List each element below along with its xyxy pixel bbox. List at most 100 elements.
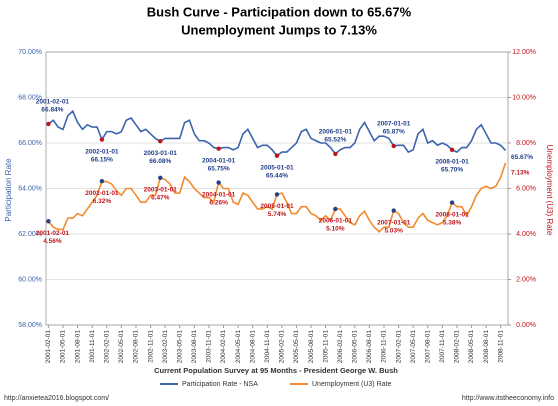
y2-tick-label: 12.00% <box>512 49 536 56</box>
annotation-marker <box>391 143 396 149</box>
annotation-date: 2001-02-01 <box>36 99 70 106</box>
annotation-value: 5.38% <box>443 219 462 226</box>
annotation-value: 5.74% <box>268 211 287 218</box>
x-tick-label: 2001-08-01 <box>74 330 81 364</box>
annotation-date: 2002-01-01 <box>85 190 119 197</box>
annotation-marker <box>46 121 51 127</box>
annotation-date: 2008-01-01 <box>435 211 469 218</box>
annotation-value: 65.87% <box>383 129 405 136</box>
chart-title: Bush Curve - Participation down to 65.67… <box>147 4 412 19</box>
x-tick-label: 2008-02-01 <box>454 330 461 364</box>
y-tick-label: 66.00% <box>18 140 42 147</box>
y2-tick-label: 0.00% <box>516 322 536 329</box>
y2-axis-title: Unemployment (U3) Rate <box>545 145 554 236</box>
annotation-value: 65.70% <box>441 167 463 174</box>
annotation-value: 65.44% <box>266 172 288 179</box>
annotation-value: 65.52% <box>324 137 346 144</box>
y2-tick-label: 6.00% <box>516 185 536 192</box>
annotation-marker <box>274 192 280 197</box>
x-tick-label: 2006-11-01 <box>381 330 388 363</box>
annotation-value: 6.32% <box>93 198 112 205</box>
x-tick-label: 2007-11-01 <box>439 330 446 363</box>
x-tick-label: 2002-02-01 <box>104 330 111 364</box>
annotation-value: 6.47% <box>151 195 170 202</box>
end-label: 7.13% <box>511 170 530 177</box>
annotation-value: 6.26% <box>209 199 228 206</box>
x-tick-label: 2003-05-01 <box>176 330 183 364</box>
annotation-marker <box>274 153 280 158</box>
y-tick-label: 70.00% <box>18 49 42 56</box>
annotation-date: 2005-01-01 <box>260 164 294 171</box>
x-tick-label: 2002-08-01 <box>133 330 140 364</box>
footer-left: http://anxietea2016.blogspot.com/ <box>4 395 109 402</box>
y2-tick-label: 2.00% <box>516 276 536 283</box>
annotation-date: 2004-01-01 <box>202 191 236 198</box>
annotation-marker <box>158 175 163 181</box>
annotation-date: 2001-02-01 <box>36 230 70 237</box>
annotation-date: 2008-01-01 <box>435 159 469 166</box>
y-tick-label: 68.00% <box>18 94 42 101</box>
y-tick-label: 62.00% <box>18 231 42 238</box>
x-tick-label: 2005-11-01 <box>322 330 329 363</box>
annotation-marker <box>46 219 51 224</box>
annotation-value: 66.84% <box>41 107 63 114</box>
x-tick-label: 2004-11-01 <box>264 330 271 363</box>
x-tick-label: 2005-05-01 <box>293 330 300 364</box>
x-tick-label: 2005-08-01 <box>308 330 315 364</box>
x-tick-label: 2001-02-01 <box>45 330 52 364</box>
annotation-marker <box>99 137 105 142</box>
annotation-marker <box>216 180 221 185</box>
plot-frame <box>45 51 509 326</box>
annotation-marker <box>158 138 163 144</box>
annotation-marker <box>449 147 455 153</box>
x-tick-label: 2003-02-01 <box>162 330 169 364</box>
x-tick-label: 2006-02-01 <box>337 330 344 364</box>
annotation-date: 2003-01-01 <box>144 150 178 157</box>
y-tick-label: 58.00% <box>18 322 42 329</box>
y2-tick-label: 10.00% <box>512 94 536 101</box>
annotation-date: 2007-01-01 <box>377 219 411 226</box>
x-tick-label: 2007-08-01 <box>424 330 431 364</box>
y-tick-label: 64.00% <box>18 185 42 192</box>
annotation-value: 5.03% <box>384 227 403 234</box>
annotation-date: 2006-01-01 <box>319 129 353 136</box>
annotation-date: 2002-01-01 <box>85 148 119 155</box>
y2-tick-label: 8.00% <box>516 140 536 147</box>
annotation-marker <box>333 151 338 157</box>
annotation-value: 5.10% <box>326 226 345 233</box>
annotation-marker <box>216 146 221 151</box>
x-tick-label: 2008-05-01 <box>468 330 475 364</box>
x-tick-label: 2001-11-01 <box>89 330 96 363</box>
y-tick-label: 60.00% <box>18 276 42 283</box>
end-label: 65.67% <box>511 154 533 161</box>
footer-right: http://www.itstheeconomy.info <box>462 395 554 402</box>
annotation-value: 66.15% <box>91 156 113 163</box>
annotation-date: 2005-01-01 <box>260 203 294 210</box>
x-axis-title: Current Population Survey at 95 Months -… <box>154 366 398 375</box>
annotation-value: 65.75% <box>208 165 230 172</box>
x-tick-label: 2006-08-01 <box>366 330 373 364</box>
x-tick-label: 2002-11-01 <box>147 330 154 363</box>
x-tick-label: 2007-05-01 <box>410 330 417 364</box>
x-tick-label: 2008-08-01 <box>483 330 490 364</box>
annotation-date: 2003-01-01 <box>144 187 178 194</box>
x-tick-label: 2001-05-01 <box>60 330 67 364</box>
annotation-marker <box>449 200 455 205</box>
x-tick-label: 2005-02-01 <box>279 330 286 364</box>
x-tick-label: 2003-08-01 <box>191 330 198 364</box>
x-tick-label: 2006-05-01 <box>352 330 359 364</box>
annotation-date: 2007-01-01 <box>377 121 411 128</box>
x-tick-label: 2008-11-01 <box>497 330 504 363</box>
x-tick-label: 2004-05-01 <box>235 330 242 364</box>
annotation-value: 4.56% <box>43 238 62 245</box>
x-tick-label: 2004-02-01 <box>220 330 227 364</box>
x-tick-label: 2004-08-01 <box>249 330 256 364</box>
annotation-marker <box>391 208 396 213</box>
annotation-marker <box>99 179 105 184</box>
x-tick-label: 2007-02-01 <box>395 330 402 364</box>
chart-subtitle: Unemployment Jumps to 7.13% <box>181 22 377 37</box>
legend-label: Unemployment (U3) Rate <box>312 381 391 388</box>
y-axis-title: Participation Rate <box>4 158 13 222</box>
annotation-value: 66.08% <box>149 158 171 165</box>
x-tick-label: 2002-05-01 <box>118 330 125 364</box>
